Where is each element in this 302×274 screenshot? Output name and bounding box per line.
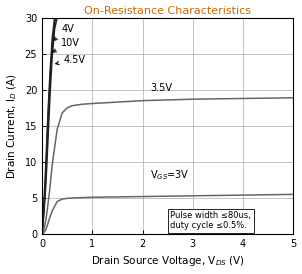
Y-axis label: Drain Current, I$_D$ (A): Drain Current, I$_D$ (A) [5, 73, 19, 179]
Title: On-Resistance Characteristics: On-Resistance Characteristics [84, 5, 251, 16]
X-axis label: Drain Source Voltage, V$_{DS}$ (V): Drain Source Voltage, V$_{DS}$ (V) [91, 255, 245, 269]
Text: 4.5V: 4.5V [56, 55, 85, 65]
Text: Pulse width ≤80us,
duty cycle ≤0.5%.: Pulse width ≤80us, duty cycle ≤0.5%. [170, 211, 251, 230]
Text: 10V: 10V [53, 38, 80, 52]
Text: 4V: 4V [54, 24, 74, 41]
Text: 3.5V: 3.5V [150, 83, 172, 93]
Text: V$_{GS}$=3V: V$_{GS}$=3V [150, 168, 190, 182]
